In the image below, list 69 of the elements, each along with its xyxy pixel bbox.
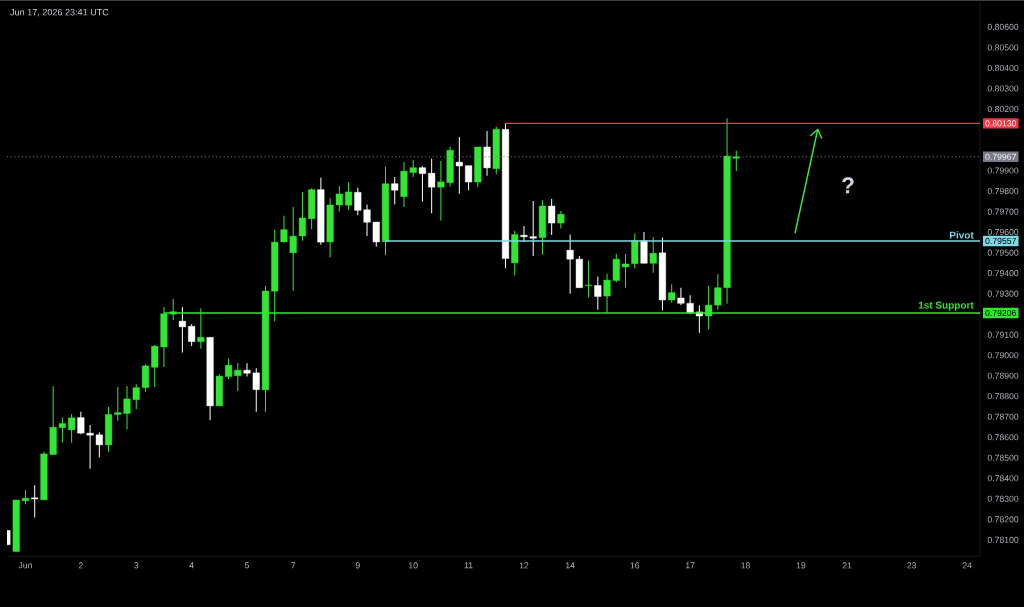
candlestick [483, 130, 491, 177]
y-tick-label: 0.78300 [987, 495, 1019, 502]
y-tick-label: 0.80500 [987, 44, 1019, 51]
candlestick [345, 181, 353, 211]
candlestick [585, 259, 593, 298]
x-tick-label: 24 [962, 562, 972, 569]
candlestick [649, 236, 657, 274]
y-tick-label: 0.78600 [987, 434, 1019, 441]
candlestick [668, 283, 676, 304]
y-tick-label: 0.79967 [985, 153, 1016, 160]
x-tick-label: 4 [189, 562, 194, 569]
candlestick [391, 176, 399, 205]
x-tick-label: 21 [842, 562, 852, 569]
candlestick [31, 484, 39, 518]
y-tick-label: 0.79500 [987, 249, 1019, 256]
x-tick-label: 14 [565, 562, 575, 569]
y-tick-label: 0.80300 [987, 85, 1019, 92]
y-tick-label: 0.79100 [987, 331, 1019, 338]
x-tick-label: 16 [630, 562, 640, 569]
x-tick-label: 2 [78, 562, 83, 569]
candlestick [640, 231, 648, 264]
x-tick-label: 7 [291, 562, 296, 569]
y-tick-label: 0.78400 [987, 475, 1019, 482]
y-tick-label: 0.79600 [987, 228, 1019, 236]
x-tick-label: 12 [519, 562, 529, 569]
legend-label: Pivot [949, 231, 974, 239]
y-tick-label: 0.79900 [987, 167, 1019, 174]
x-tick-label: 18 [741, 562, 750, 569]
candlestick [594, 276, 602, 311]
candlestick [418, 165, 426, 203]
y-tick-label: 0.80400 [987, 64, 1019, 71]
candlestick [68, 413, 76, 443]
annotation: ? [842, 177, 854, 194]
x-tick-label: 23 [907, 562, 917, 569]
x-tick-label: 11 [464, 562, 473, 569]
candlestick [455, 136, 463, 195]
candlestick [141, 363, 149, 393]
y-tick-label: 0.78800 [987, 393, 1019, 400]
candlestick [465, 165, 473, 191]
x-tick-label: Jun [18, 562, 32, 569]
y-tick-label: 0.78200 [987, 516, 1019, 523]
y-tick-label: 0.79700 [987, 208, 1019, 215]
candlestick [631, 233, 639, 269]
x-tick-label: 9 [355, 562, 360, 569]
candlestick [188, 323, 196, 347]
y-tick-label: 0.80200 [987, 105, 1019, 112]
y-tick-label: 0.79800 [987, 187, 1019, 195]
candlestick [178, 306, 186, 353]
x-tick-label: 19 [796, 562, 806, 569]
y-tick-label: 0.79000 [987, 352, 1019, 359]
y-tick-label: 0.79557 [985, 237, 1016, 244]
x-tick-label: 10 [409, 562, 418, 569]
y-tick-label: 0.79206 [985, 309, 1017, 316]
y-tick-label: 0.78100 [987, 536, 1019, 543]
y-tick-label: 0.78500 [987, 454, 1019, 461]
x-tick-label: 3 [134, 562, 139, 569]
y-tick-label: 0.80130 [985, 120, 1017, 127]
candlestick [428, 158, 436, 214]
y-tick-label: 0.78700 [987, 413, 1019, 420]
x-tick-label: 5 [244, 562, 250, 569]
y-tick-label: 0.78900 [987, 372, 1019, 379]
legend-label: 1st Support [918, 301, 974, 311]
candlestick [548, 198, 556, 236]
x-tick-label: 17 [685, 562, 695, 569]
y-tick-label: 0.79300 [987, 290, 1019, 297]
candlestick [621, 253, 630, 289]
annotation: Jun 17, 2026 23:41 UTC [10, 8, 109, 17]
y-tick-label: 0.79400 [987, 269, 1019, 277]
y-tick-label: 0.80600 [987, 23, 1019, 30]
